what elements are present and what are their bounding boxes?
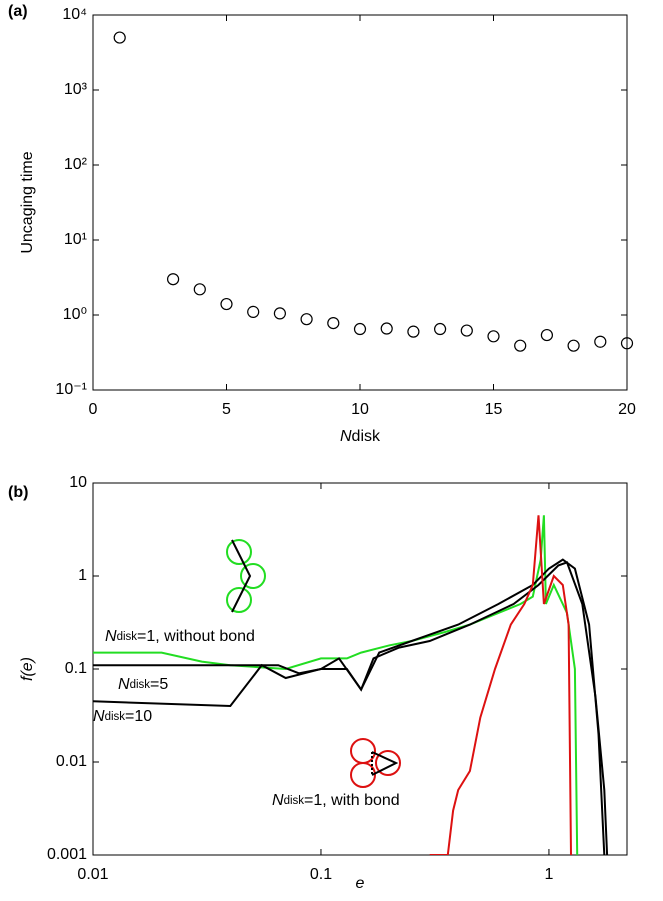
- legend-label: Ndisk=1, with bond: [272, 792, 400, 809]
- data-point: [220, 297, 233, 311]
- x-axis-title: e: [356, 875, 365, 892]
- y-tick-label: 10: [69, 474, 87, 491]
- data-point: [487, 330, 500, 343]
- data-point: [167, 273, 180, 286]
- data-point: [353, 322, 367, 336]
- x-tick-label: 0: [89, 401, 98, 418]
- data-point: [594, 335, 607, 348]
- data-point: [620, 337, 634, 350]
- x-tick-label: 0.01: [77, 866, 108, 883]
- y-tick-label: 10⁻¹: [55, 381, 87, 398]
- panel-label: (a): [8, 3, 28, 20]
- data-point: [380, 322, 393, 335]
- data-point: [247, 305, 260, 318]
- data-point: [460, 324, 473, 337]
- legend-label: Ndisk=5: [118, 676, 168, 693]
- x-tick-label: 5: [222, 401, 231, 418]
- x-axis-title: Ndisk: [340, 428, 381, 445]
- y-tick-label: 1: [78, 567, 87, 584]
- icon-without-bond: [226, 539, 266, 613]
- data-point: [540, 328, 554, 342]
- data-point: [567, 339, 580, 352]
- y-tick-label: 0.1: [65, 660, 87, 677]
- series-line: [93, 558, 606, 855]
- y-tick-label: 10¹: [64, 231, 87, 248]
- x-tick-label: 15: [485, 401, 503, 418]
- y-axis-title: Uncaging time: [19, 151, 36, 253]
- y-tick-label: 10³: [64, 81, 88, 98]
- data-point: [193, 283, 206, 296]
- y-tick-label: 0.001: [47, 846, 87, 863]
- series-line: [429, 515, 572, 855]
- data-point: [327, 316, 340, 330]
- series-line: [93, 515, 579, 855]
- data-point: [300, 313, 313, 326]
- icon-with-bond: [350, 738, 401, 788]
- data-point: [434, 322, 447, 336]
- series-line: [93, 561, 609, 855]
- x-tick-label: 10: [351, 401, 369, 418]
- x-tick-label: 0.1: [310, 866, 332, 883]
- legend-label: Ndisk=10: [93, 708, 152, 725]
- data-point: [514, 339, 527, 352]
- x-tick-label: 1: [544, 866, 553, 883]
- data-point: [113, 31, 126, 44]
- y-axis-title: f(e): [19, 657, 36, 681]
- y-tick-label: 10⁴: [62, 6, 87, 23]
- plot-frame: [92, 14, 628, 391]
- data-point: [407, 325, 420, 338]
- y-tick-label: 0.01: [56, 753, 87, 770]
- data-point: [273, 307, 286, 320]
- x-tick-label: 20: [618, 401, 636, 418]
- y-tick-label: 10²: [64, 156, 88, 173]
- legend-label: Ndisk=1, without bond: [105, 628, 255, 645]
- y-tick-label: 10⁰: [63, 306, 87, 323]
- panel-label: (b): [8, 484, 28, 501]
